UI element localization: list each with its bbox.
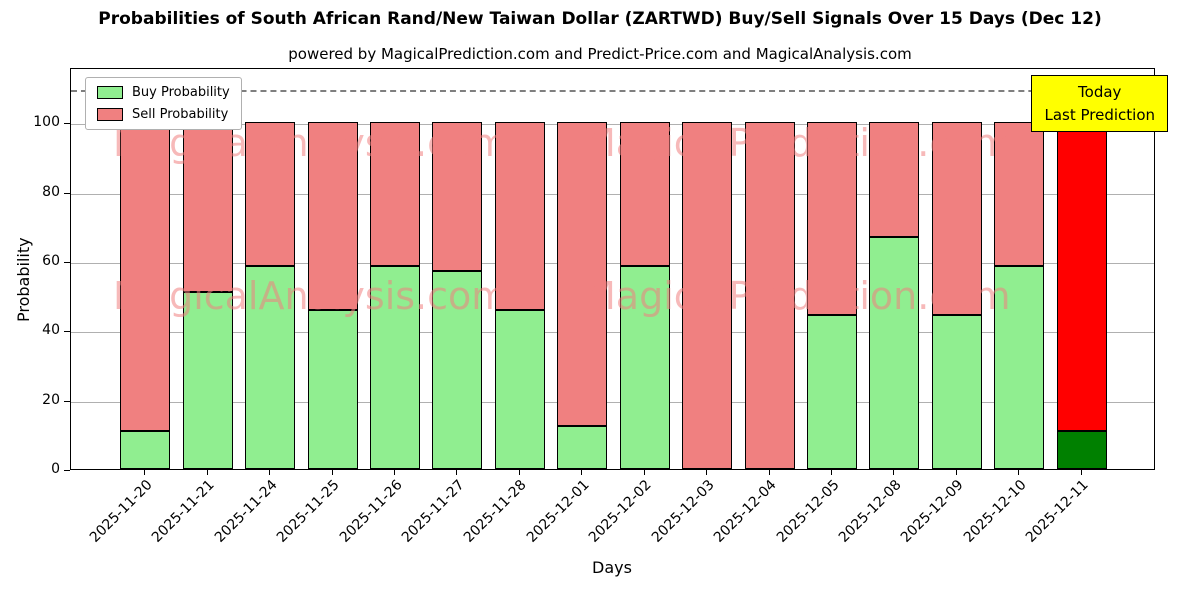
grid-line [71,193,1154,195]
y-tick-label: 100 [33,114,60,131]
bar-sell-segment [120,122,171,431]
watermark-text: MagicalPrediction.com [583,121,1011,165]
bar-buy-segment [307,309,358,469]
x-tick-label: 2025-12-09 [898,477,968,546]
y-tick-mark [64,470,70,471]
today-annotation: Today Last Prediction [1031,75,1168,132]
bar-sell-segment [432,122,483,272]
grid-line [71,332,1154,334]
y-tick-mark [64,331,70,333]
x-tick-label: 2025-12-04 [711,477,780,546]
bar-buy-segment [1056,430,1107,469]
bar-sell-segment [744,122,795,469]
x-tick-mark [518,470,520,475]
grid-line [71,124,1154,126]
watermark-text: MagicalPrediction.com [583,274,1011,318]
x-tick-mark [1080,470,1082,475]
chart-title: Probabilities of South African Rand/New … [98,9,1102,29]
legend: Buy Probability Sell Probability [85,77,242,130]
buy-color-swatch [97,86,123,99]
x-tick-label: 2025-11-24 [211,477,281,546]
bar-buy-segment [370,266,420,469]
legend-label-sell: Sell Probability [132,107,229,122]
x-tick-label: 2025-11-28 [461,477,531,546]
bar-buy-segment [494,309,545,469]
x-tick-mark [768,470,770,475]
bar-buy-segment [994,266,1045,469]
x-tick-label: 2025-11-21 [149,477,219,546]
bar-sell-segment [557,122,608,426]
threshold-dashed-line [71,89,1154,92]
plot-area: MagicalAnalysis.com MagicalPrediction.com… [70,68,1168,470]
sell-color-swatch [97,108,123,121]
bar-sell-segment [994,122,1045,267]
grid-line [71,401,1154,403]
x-tick-mark [706,470,708,475]
x-tick-mark [394,470,395,475]
x-tick-mark [269,470,271,475]
bar-sell-segment [682,122,733,469]
x-tick-label: 2025-12-10 [960,477,1030,546]
legend-item-buy: Buy Probability [97,85,230,100]
x-tick-mark [1018,470,1020,475]
today-annotation-line2: Last Prediction [1044,105,1155,124]
x-axis-label: Days [592,558,632,577]
x-tick-mark [830,470,832,475]
bar-sell-segment [807,122,857,315]
grid-line [71,263,1154,265]
x-tick-label: 2025-11-20 [86,477,156,546]
x-tick-label: 2025-11-27 [398,477,468,546]
x-tick-label: 2025-12-02 [586,477,656,546]
x-tick-label: 2025-12-11 [1023,477,1093,546]
x-tick-label: 2025-12-08 [835,477,905,546]
bar-sell-segment [370,122,420,267]
x-tick-mark [955,470,957,475]
bar-buy-segment [619,266,670,469]
x-tick-label: 2025-11-26 [336,477,406,546]
x-tick-label: 2025-12-01 [523,477,593,546]
y-tick-label: 60 [42,253,60,270]
x-tick-mark [144,470,146,475]
bar-sell-segment [869,122,920,237]
x-tick-mark [643,470,645,475]
bar-buy-segment [120,430,171,469]
x-tick-mark [206,470,208,475]
legend-label-buy: Buy Probability [132,85,230,100]
bar-buy-segment [931,314,982,469]
y-axis-label: Probability [14,237,33,322]
x-tick-label: 2025-12-05 [773,477,843,546]
x-tick-mark [893,470,895,475]
y-tick-mark [64,123,70,125]
x-tick-mark [581,470,583,475]
bar-sell-segment [245,122,296,267]
bar-buy-segment [182,292,233,469]
x-tick-label: 2025-12-03 [648,477,718,546]
chart-subtitle: powered by MagicalPrediction.com and Pre… [288,45,912,63]
x-tick-mark [331,470,333,475]
bar-sell-segment [931,122,982,315]
bar-buy-segment [557,425,608,469]
bar-buy-segment [807,314,857,469]
y-tick-mark [64,192,70,194]
x-tick-label: 2025-11-25 [274,477,343,546]
watermark-text: MagicalAnalysis.com [113,274,509,318]
bar-sell-segment [1056,87,1107,431]
y-tick-mark [64,400,70,402]
bar-buy-segment [245,266,296,469]
y-tick-label: 20 [42,391,60,408]
bar-buy-segment [869,236,920,469]
y-tick-mark [64,262,70,264]
bar-sell-segment [307,122,358,310]
bar-sell-segment [494,122,545,310]
x-tick-mark [456,470,458,475]
today-annotation-line1: Today [1078,83,1122,101]
bar-sell-segment [619,122,670,267]
bar-buy-segment [432,271,483,469]
y-tick-label: 40 [42,322,60,339]
y-tick-label: 80 [42,183,60,200]
y-tick-label: 0 [51,461,60,477]
legend-item-sell: Sell Probability [97,107,230,122]
